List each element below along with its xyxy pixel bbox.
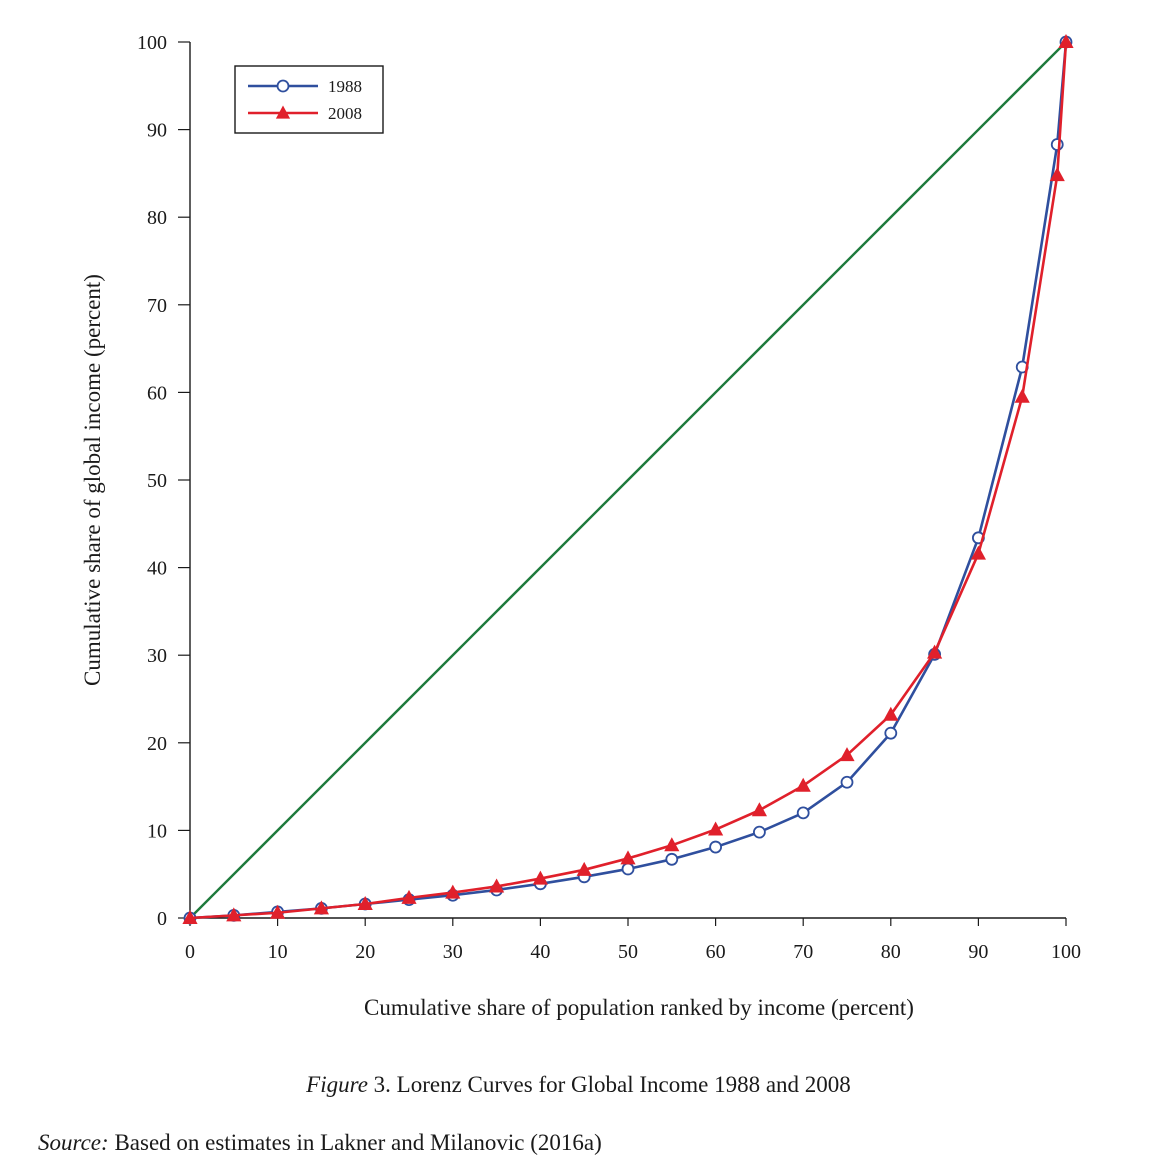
x-tick-label: 30 bbox=[443, 941, 463, 963]
data-point-2008 bbox=[1014, 388, 1030, 403]
data-point-2008 bbox=[489, 878, 505, 893]
x-tick-label: 100 bbox=[1051, 941, 1081, 963]
data-point-2008 bbox=[795, 777, 811, 792]
data-point-2008 bbox=[182, 910, 198, 924]
figure-caption: Figure 3. Lorenz Curves for Global Incom… bbox=[0, 1072, 1157, 1098]
x-tick-label: 10 bbox=[268, 941, 288, 963]
legend: 1988 2008 bbox=[234, 65, 384, 134]
y-tick-label: 50 bbox=[147, 470, 167, 492]
data-point-1988 bbox=[796, 806, 810, 820]
series-group bbox=[182, 34, 1074, 925]
data-point-2008 bbox=[1058, 34, 1074, 48]
x-tick-label: 60 bbox=[706, 941, 726, 963]
legend-label-1988: 1988 bbox=[328, 77, 362, 96]
y-tick-label: 0 bbox=[157, 908, 167, 930]
data-point-2008 bbox=[751, 802, 767, 817]
x-axis-title: Cumulative share of population ranked by… bbox=[364, 995, 914, 1020]
y-tick-label: 30 bbox=[147, 645, 167, 667]
y-tick-label: 80 bbox=[147, 207, 167, 229]
data-point-2008 bbox=[970, 545, 986, 560]
y-tick-label: 100 bbox=[137, 32, 167, 54]
x-tick-label: 80 bbox=[881, 941, 901, 963]
series-line-2008 bbox=[189, 41, 1068, 920]
source-text: Based on estimates in Lakner and Milanov… bbox=[108, 1130, 602, 1155]
legend-marker-1988 bbox=[276, 79, 290, 93]
data-point-2008 bbox=[927, 644, 943, 659]
data-point-2008 bbox=[357, 895, 373, 910]
y-tick-label: 70 bbox=[147, 295, 167, 317]
data-point-2008 bbox=[270, 904, 286, 919]
data-point-2008 bbox=[708, 821, 724, 836]
x-tick-label: 70 bbox=[793, 941, 813, 963]
figure-caption-prefix: Figure bbox=[306, 1072, 368, 1097]
data-point-2008 bbox=[576, 861, 592, 876]
legend-label-2008: 2008 bbox=[328, 104, 362, 123]
legend-marker-2008 bbox=[275, 105, 291, 119]
data-point-1988 bbox=[753, 825, 766, 839]
data-point-2008 bbox=[401, 889, 417, 904]
equality-line-group bbox=[189, 41, 1067, 919]
y-tick-label: 90 bbox=[147, 120, 167, 142]
data-point-2008 bbox=[1049, 167, 1065, 182]
data-point-2008 bbox=[883, 706, 899, 721]
y-tick-label: 20 bbox=[147, 733, 167, 755]
data-point-2008 bbox=[226, 907, 242, 922]
data-point-2008 bbox=[313, 900, 329, 915]
x-tick-label: 0 bbox=[185, 941, 195, 963]
legend-box bbox=[234, 65, 384, 134]
lorenz-chart: 0 10 20 30 40 50 60 70 80 90 100 0 10 20 30 40 50 60 70 80 9… bbox=[80, 32, 1081, 1020]
y-tick-label: 10 bbox=[147, 820, 167, 842]
x-tick-label: 20 bbox=[355, 941, 375, 963]
x-tick-label: 40 bbox=[530, 941, 550, 963]
y-tick-label: 40 bbox=[147, 558, 167, 580]
data-point-2008 bbox=[445, 884, 461, 899]
data-point-1988 bbox=[840, 775, 854, 789]
data-point-1988 bbox=[884, 726, 898, 740]
chart-axes: 0 10 20 30 40 50 60 70 80 90 100 0 10 20 30 40 50 60 70 80 9… bbox=[137, 32, 1081, 963]
x-tick-label: 90 bbox=[968, 941, 988, 963]
y-axis-title: Cumulative share of global income (perce… bbox=[80, 274, 105, 686]
figure-caption-text: 3. Lorenz Curves for Global Income 1988 … bbox=[367, 1072, 851, 1097]
source-label: Source: bbox=[38, 1130, 109, 1155]
data-point-1988 bbox=[709, 840, 722, 854]
y-tick-label: 60 bbox=[147, 382, 167, 404]
data-point-2008 bbox=[532, 870, 548, 885]
equality-line bbox=[189, 41, 1067, 919]
data-point-1988 bbox=[1050, 138, 1064, 151]
data-point-2008 bbox=[839, 747, 855, 762]
data-point-2008 bbox=[664, 837, 680, 852]
data-point-1988 bbox=[621, 862, 635, 876]
data-point-1988 bbox=[665, 852, 679, 866]
x-tick-label: 50 bbox=[618, 941, 638, 963]
source-note: Source: Based on estimates in Lakner and… bbox=[38, 1130, 602, 1156]
data-point-2008 bbox=[620, 850, 636, 865]
